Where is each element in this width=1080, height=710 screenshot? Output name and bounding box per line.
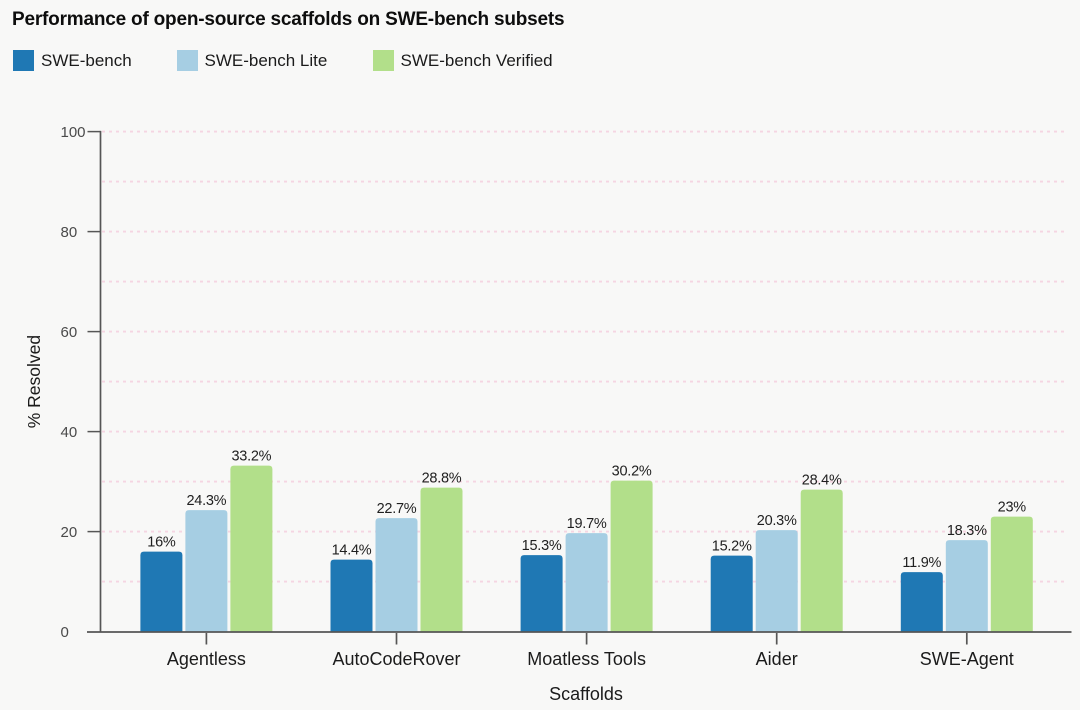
svg-text:Scaffolds: Scaffolds <box>549 684 623 704</box>
svg-text:30.2%: 30.2% <box>612 464 652 480</box>
svg-text:24.3%: 24.3% <box>186 493 226 509</box>
svg-text:20.3%: 20.3% <box>757 513 797 529</box>
svg-text:23%: 23% <box>998 500 1027 516</box>
svg-text:0: 0 <box>61 624 69 641</box>
svg-text:28.8%: 28.8% <box>422 471 462 487</box>
svg-text:SWE-Agent: SWE-Agent <box>920 649 1014 669</box>
svg-text:15.2%: 15.2% <box>712 539 752 555</box>
svg-text:% Resolved: % Resolved <box>24 335 44 428</box>
svg-text:Agentless: Agentless <box>167 649 246 669</box>
svg-text:40: 40 <box>61 424 78 441</box>
svg-text:20: 20 <box>61 524 78 541</box>
svg-text:22.7%: 22.7% <box>377 501 417 517</box>
svg-text:14.4%: 14.4% <box>332 543 372 559</box>
svg-text:Aider: Aider <box>756 649 798 669</box>
svg-text:15.3%: 15.3% <box>522 538 562 554</box>
svg-text:60: 60 <box>61 324 78 341</box>
svg-text:11.9%: 11.9% <box>902 555 941 571</box>
svg-text:28.4%: 28.4% <box>802 473 842 489</box>
svg-text:80: 80 <box>61 224 78 241</box>
svg-text:18.3%: 18.3% <box>947 523 987 539</box>
svg-text:33.2%: 33.2% <box>231 449 271 465</box>
svg-text:Moatless Tools: Moatless Tools <box>527 649 646 669</box>
svg-text:100: 100 <box>61 124 86 141</box>
svg-text:19.7%: 19.7% <box>567 516 607 532</box>
svg-text:16%: 16% <box>147 535 176 551</box>
svg-text:AutoCodeRover: AutoCodeRover <box>332 649 460 669</box>
